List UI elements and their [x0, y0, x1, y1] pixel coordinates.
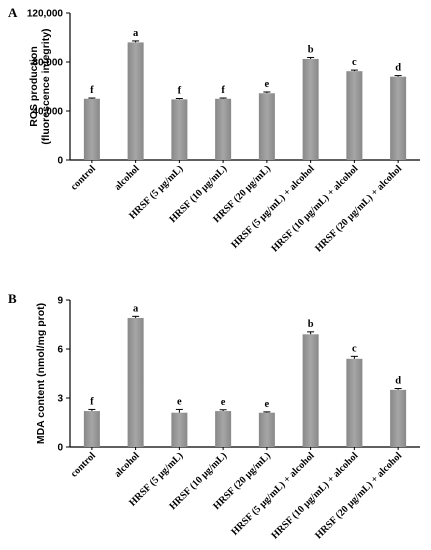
significance-label: d [395, 376, 401, 387]
category-label: HRSF (5 μg/mL) + alcohol [229, 163, 317, 251]
category-label: HRSF (5 μg/mL) + alcohol [229, 450, 317, 538]
bar-8 [390, 76, 407, 160]
significance-label: e [177, 396, 182, 407]
significance-label: f [90, 85, 94, 96]
bar-3 [171, 99, 188, 160]
y-tick-label: 80,000 [32, 58, 63, 69]
y-tick-label: 40,000 [32, 107, 63, 118]
y-tick-label: 120,000 [27, 9, 64, 20]
y-axis-title: ROS production [28, 46, 40, 127]
significance-label: a [133, 303, 139, 314]
bar-6 [302, 334, 319, 447]
significance-label: f [221, 85, 225, 96]
y-tick-label: 3 [57, 394, 63, 405]
bar-3 [171, 412, 188, 447]
significance-label: c [352, 343, 357, 354]
category-label: HRSF (20 μg/mL) + alcohol [313, 450, 404, 541]
significance-label: b [308, 319, 314, 330]
significance-label: c [352, 57, 357, 68]
category-label: HRSF (10 μg/mL) + alcohol [270, 450, 361, 541]
significance-label: b [308, 44, 314, 55]
panel-letter: A [8, 5, 18, 20]
y-tick-label: 0 [57, 443, 63, 454]
bar-5 [258, 412, 275, 447]
category-label: alcohol [112, 163, 142, 193]
significance-label: f [90, 396, 94, 407]
chart-panel-b: B 0 3 6 9 MDA content (nmol/mg prot) f control a… [8, 291, 420, 541]
significance-label: e [265, 79, 270, 90]
category-label: HRSF (10 μg/mL) + alcohol [270, 163, 361, 254]
panel-letter: B [8, 291, 17, 306]
significance-label: e [265, 399, 270, 410]
bar-7 [346, 358, 363, 447]
significance-label: e [221, 397, 226, 408]
bar-5 [258, 93, 275, 160]
bar-1 [83, 411, 100, 447]
y-tick-label: 0 [57, 156, 63, 167]
bar-7 [346, 71, 363, 160]
y-tick-label: 9 [57, 296, 63, 307]
bar-4 [215, 98, 232, 160]
bar-8 [390, 389, 407, 447]
y-tick-label: 6 [57, 345, 63, 356]
bar-4 [215, 411, 232, 447]
chart-panel-a: A 0 40,000 80,000 120,000 ROS production (fluo… [8, 5, 420, 254]
y-axis-title: MDA content (nmol/mg prot) [35, 303, 47, 444]
bar-1 [83, 98, 100, 160]
bar-6 [302, 58, 319, 160]
category-label: control [69, 450, 98, 479]
significance-label: f [178, 86, 182, 97]
bar-2 [127, 317, 144, 447]
significance-label: d [395, 63, 401, 74]
bar-2 [127, 42, 144, 160]
category-label: alcohol [112, 450, 142, 480]
y-axis-title: (fluorescence integrity) [40, 28, 52, 144]
significance-label: a [133, 28, 139, 39]
category-label: control [69, 163, 98, 192]
category-label: HRSF (20 μg/mL) + alcohol [313, 163, 404, 254]
